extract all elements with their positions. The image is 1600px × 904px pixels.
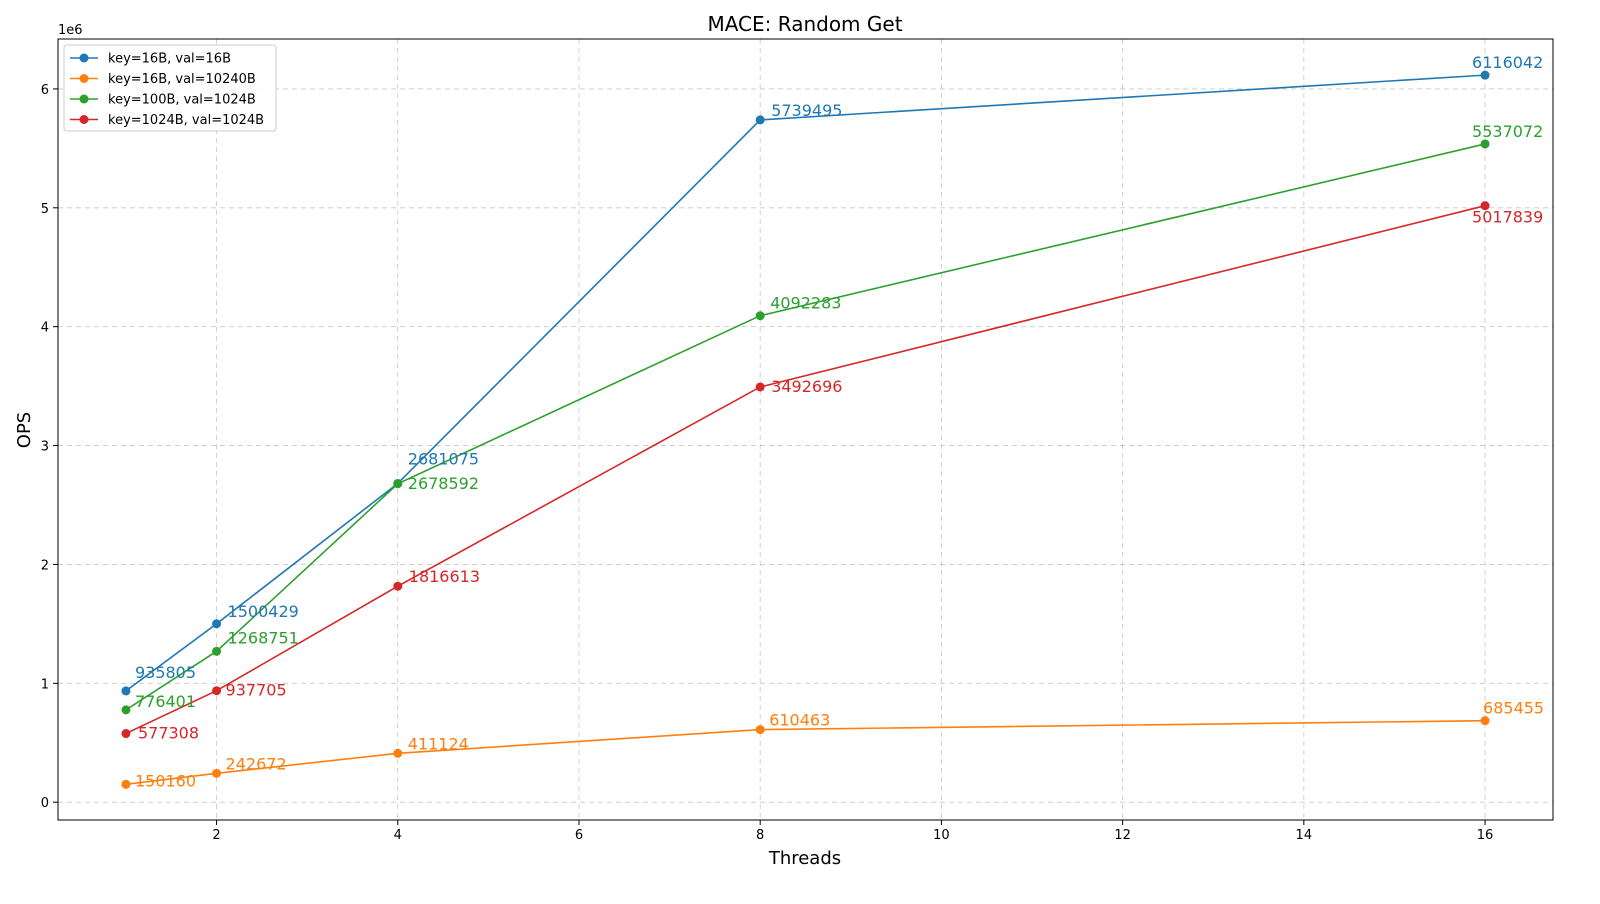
data-label: 411124 [408, 734, 469, 753]
x-axis-label: Threads [768, 848, 841, 869]
series-group [121, 70, 1490, 789]
y-tick-label: 0 [41, 796, 49, 811]
legend-marker [79, 94, 89, 104]
data-label: 2678592 [408, 474, 479, 493]
data-point [755, 115, 765, 125]
data-label: 5017839 [1472, 208, 1543, 227]
data-point [212, 686, 222, 696]
data-point [393, 581, 403, 591]
legend-marker [79, 74, 89, 83]
x-tick-label: 6 [575, 828, 583, 843]
data-point [212, 619, 222, 629]
legend-box [63, 44, 277, 132]
data-label: 242672 [226, 754, 287, 773]
data-label: 577308 [138, 724, 199, 743]
series-line [125, 719, 1486, 786]
legend-label: key=16B, val=16B [108, 52, 231, 67]
data-point [1480, 201, 1490, 211]
data-label: 1268751 [228, 628, 299, 647]
data-label: 776401 [135, 692, 196, 711]
data-label: 5537072 [1472, 122, 1543, 141]
data-point [212, 646, 222, 656]
data-label: 610463 [769, 711, 830, 730]
data-point [121, 705, 131, 715]
chart-title: MACE: Random Get [707, 12, 902, 36]
data-label: 2681075 [408, 449, 479, 468]
data-label: 5739495 [771, 101, 842, 120]
data-labels: 935805 1500429 2681075 5739495 6116042 150160… [135, 53, 1544, 790]
data-label: 4092283 [770, 294, 841, 313]
x-tick-label: 10 [933, 828, 950, 843]
y-offset-label: 1e6 [58, 23, 83, 38]
data-point [121, 729, 131, 739]
legend-marker [79, 53, 89, 63]
legend-label: key=1024B, val=1024B [108, 113, 264, 128]
data-point [755, 725, 765, 735]
data-point [393, 479, 403, 489]
x-tick-label: 14 [1296, 828, 1313, 843]
x-tick-label: 12 [1114, 828, 1131, 843]
y-tick-label: 1 [41, 677, 49, 692]
y-tick-label: 3 [41, 440, 49, 455]
x-tick-label: 4 [394, 828, 402, 843]
data-label: 1500429 [228, 602, 299, 621]
y-axis-label: OPS [14, 412, 35, 448]
data-label: 150160 [135, 771, 196, 790]
data-point [755, 311, 765, 321]
data-point [1480, 139, 1490, 149]
data-point [393, 748, 403, 758]
data-label: 937705 [226, 681, 287, 700]
legend-label: key=100B, val=1024B [108, 93, 256, 108]
x-tick-label: 16 [1477, 828, 1494, 843]
grid [58, 39, 1553, 820]
y-tick-label: 6 [41, 83, 49, 98]
data-point [212, 768, 222, 778]
legend-marker [79, 115, 89, 124]
data-point [121, 779, 131, 789]
data-label: 6116042 [1472, 53, 1543, 72]
data-label: 935805 [135, 663, 196, 682]
plot-frame [57, 38, 1554, 821]
y-tick-label: 4 [41, 321, 49, 336]
series-line [125, 204, 1486, 735]
legend-label: key=16B, val=10240B [108, 72, 256, 87]
y-tick-label: 2 [41, 558, 49, 573]
legend: key=16B, val=16B key=16B, val=10240B key=1… [63, 44, 277, 132]
data-label: 685455 [1483, 699, 1544, 718]
x-tick-label: 8 [756, 828, 764, 843]
data-point [755, 382, 765, 392]
data-label: 1816613 [409, 567, 480, 586]
data-point [121, 686, 131, 696]
x-tick-label: 2 [212, 828, 220, 843]
data-point [1480, 716, 1490, 726]
data-point [1480, 70, 1490, 80]
data-label: 3492696 [771, 377, 842, 396]
y-tick-label: 5 [41, 202, 49, 217]
